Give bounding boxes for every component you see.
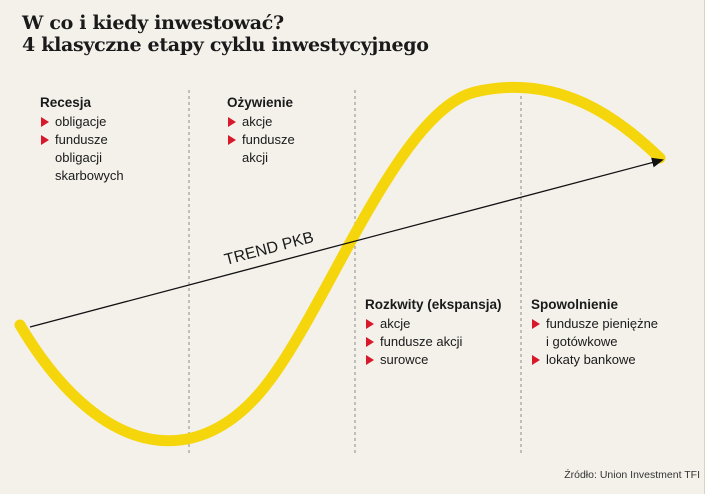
phase-title: Spowolnienie [531,297,619,312]
asset-text-line: akcje [242,114,273,129]
title-line-2: 4 klasyczne etapy cyklu inwestycyjnego [22,34,429,56]
red-triangle-bullet-icon [366,337,374,347]
red-triangle-bullet-icon [41,117,49,127]
gdp-trend-arrow [29,157,664,328]
red-triangle-bullet-icon [228,117,236,127]
red-triangle-bullet-icon [228,135,236,145]
red-triangle-bullet-icon [41,135,49,145]
phase-asset-list: akcje fundusze akcji surowce [365,315,502,369]
asset-text-line: akcje [380,316,411,331]
phase-expansion: Rozkwity (ekspansja) akcje fundusze akcji s… [365,296,502,369]
red-triangle-bullet-icon [366,355,374,365]
asset-list-item: fundusze akcji [365,333,502,351]
asset-text-line: surowce [380,352,429,367]
phase-recession: Recesja obligacje fundusze obligacji skarbow… [40,94,124,185]
phase-recovery: Ożywienie akcje fundusze akcji [227,94,295,167]
red-triangle-bullet-icon [532,355,540,365]
red-triangle-bullet-icon [366,319,374,329]
asset-list-item: akcje [227,113,295,131]
asset-text-line: lokaty bankowe [546,352,636,367]
asset-list-item: surowce [365,351,502,369]
phase-title: Ożywienie [227,95,294,110]
asset-text-line: akcji [242,150,269,165]
phase-slowdown: Spowolnienie fundusze pieniężne i gotówkow… [531,296,658,369]
phase-title: Rozkwity (ekspansja) [365,297,502,312]
asset-text-line: obligacji [55,150,102,165]
asset-text-line: fundusze pieniężne [546,316,659,331]
title-line-1: W co i kiedy inwestować? [22,12,284,34]
asset-list-item: lokaty bankowe [531,351,658,369]
red-triangle-bullet-icon [532,319,540,329]
asset-text-line: fundusze [242,132,295,147]
asset-text-line: skarbowych [55,168,124,183]
source-note: Źródło: Union Investment TFI [564,469,700,481]
asset-list-item: akcje [365,315,502,333]
asset-text-line: obligacje [55,114,107,129]
gdp-trend-label: TREND PKB [223,229,316,269]
asset-text-line: i gotówkowe [546,334,618,349]
asset-list-item: obligacje [40,113,124,131]
asset-text-line: fundusze akcji [380,334,463,349]
phase-asset-list: fundusze pieniężne i gotówkowe lokaty bank… [531,315,658,369]
infographic-title: W co i kiedy inwestować? 4 klasyczne eta… [22,12,429,56]
phase-asset-list: akcje fundusze akcji [227,113,295,167]
asset-text-line: fundusze [55,132,108,147]
economic-cycle-curve [14,81,666,447]
phase-title: Recesja [40,95,92,110]
asset-list-item: fundusze akcji [227,131,295,167]
phase-asset-list: obligacje fundusze obligacji skarbowych [40,113,124,185]
asset-list-item: fundusze obligacji skarbowych [40,131,124,185]
asset-list-item: fundusze pieniężne i gotówkowe [531,315,658,351]
